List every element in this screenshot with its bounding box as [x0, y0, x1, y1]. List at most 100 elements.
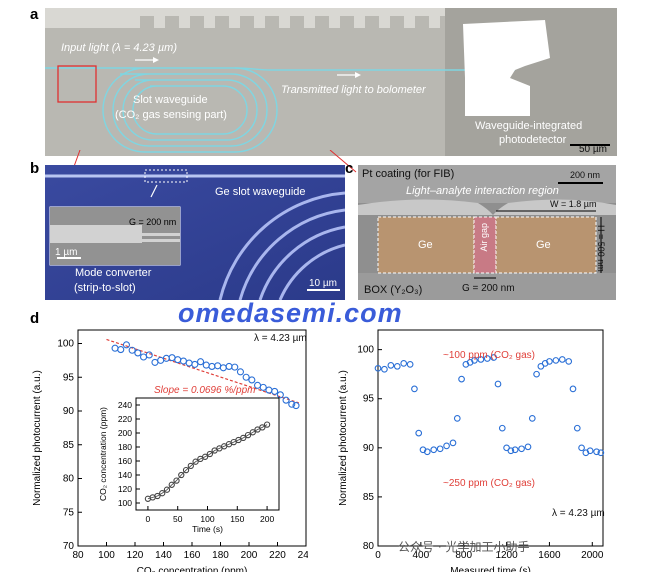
main-left-point — [219, 364, 227, 372]
main-right-point — [533, 370, 540, 378]
main-left-xtick-label: 200 — [241, 550, 258, 561]
inset-ytick-label: 240 — [118, 400, 132, 410]
main-right-point — [406, 361, 414, 368]
inset-xtick-label: 100 — [200, 514, 214, 524]
main-right-point — [374, 364, 382, 372]
main-left-ytick-label: 80 — [63, 474, 75, 485]
main-right-point — [381, 365, 388, 373]
ge-left-label: Ge — [418, 239, 433, 251]
main-left-point — [140, 353, 148, 361]
slope-label: Slope = 0.0696 %/ppm — [154, 385, 256, 396]
main-left-point — [265, 386, 273, 394]
inset-point — [159, 490, 166, 497]
main-right-xtick-label: 1200 — [495, 550, 518, 561]
main-right-xlabel: Measured time (s) — [450, 566, 531, 572]
main-left-ytick-label: 85 — [63, 440, 75, 451]
main-right-point — [494, 380, 502, 388]
main-right-point — [528, 415, 536, 422]
main-left-ytick-label: 100 — [57, 339, 74, 350]
inset-ytick-label: 180 — [118, 442, 132, 452]
main-left-point — [128, 346, 136, 354]
main-right-point — [518, 445, 525, 453]
photodetector-label-1: Waveguide-integrated — [475, 120, 583, 132]
main-left-point — [276, 391, 284, 399]
wechat-caption: 公众号 · 光学加工小助手 — [398, 540, 530, 554]
panel-b-drawing — [45, 165, 345, 300]
main-right-point — [471, 357, 478, 364]
panel-c-micrograph: Pt coating (for FIB) 200 nm Light–analyt… — [358, 165, 616, 300]
inset-point — [249, 429, 256, 436]
main-left-point — [292, 402, 300, 410]
main-left-point — [179, 357, 187, 365]
main-right-xtick-label: 800 — [455, 550, 472, 561]
main-left-ytick-label: 75 — [63, 507, 75, 518]
main-right-ylabel: Normalized photocurrent (a.u.) — [338, 370, 349, 506]
main-left-point — [145, 351, 153, 359]
main-right-point — [593, 448, 600, 456]
main-left-point — [202, 361, 210, 369]
main-left-point — [225, 362, 233, 371]
main-right-point — [483, 355, 491, 362]
inset-point — [178, 471, 185, 479]
main-right-point — [436, 445, 444, 453]
slot-waveguide-sub-label: (CO₂ gas sensing part) — [115, 109, 227, 121]
height-label: H = 500 nm — [596, 225, 606, 272]
main-left-xtick-label: 220 — [269, 550, 286, 561]
main-left-ytick-label: 70 — [63, 541, 75, 552]
inset-point — [168, 481, 175, 488]
main-right-point — [411, 385, 418, 393]
main-left-point — [185, 359, 193, 367]
main-right-point — [565, 358, 573, 365]
panel-b-micrograph: Ge slot waveguide G = 200 nm 1 µm Mode c… — [45, 165, 345, 300]
panel-c-drawing — [358, 165, 616, 300]
inset-xtick-label: 0 — [146, 514, 151, 524]
main-right-point — [511, 446, 519, 454]
main-right-point — [443, 442, 450, 450]
main-right-point — [430, 446, 438, 454]
main-right-point — [498, 424, 506, 432]
main-right-point — [524, 443, 532, 451]
lambda-label-right: λ = 4.23 µm — [552, 508, 605, 519]
main-right-point — [458, 375, 465, 383]
main-left-point — [151, 358, 159, 366]
panel-letter-c: c — [345, 160, 354, 177]
watermark-text: omedasemi.com — [178, 298, 403, 328]
slot-waveguide-label: Slot waveguide — [133, 94, 208, 106]
main-left-point — [191, 360, 199, 368]
inset-point — [240, 434, 247, 442]
main-left-point — [208, 362, 216, 371]
main-right-ytick-label: 85 — [363, 492, 375, 503]
inset-point — [192, 458, 199, 465]
inset-ylabel: CO₂ concentration (ppm) — [98, 407, 108, 501]
main-left-point — [111, 344, 119, 352]
main-left-ytick-label: 90 — [63, 406, 75, 417]
main-right-point — [453, 415, 461, 422]
main-left-point — [214, 362, 222, 370]
main-left-point — [134, 349, 142, 357]
main-right-ytick-label: 80 — [363, 541, 375, 552]
inset-point — [244, 431, 252, 439]
main-right-point — [558, 356, 566, 363]
main-left-point — [157, 356, 165, 364]
main-right-ytick-label: 95 — [363, 394, 375, 405]
main-right-point — [573, 424, 581, 432]
main-left-point — [174, 356, 182, 364]
main-left-fit-line — [106, 338, 300, 404]
pt-coating-label: Pt coating (for FIB) — [362, 168, 455, 180]
main-right-xtick-label: 2000 — [581, 550, 604, 561]
main-left-ylabel: Normalized photocurrent (a.u.) — [32, 370, 43, 506]
inset-point — [173, 477, 180, 484]
ppm250-label: ~250 ppm (CO₂ gas) — [443, 478, 535, 489]
main-left-xtick-label: 160 — [184, 550, 201, 561]
main-left-point — [231, 363, 239, 371]
main-right-point — [546, 358, 553, 365]
width-label: W = 1.8 µm — [550, 199, 597, 209]
interaction-region-label: Light–analyte interaction region — [406, 185, 559, 197]
inset-ytick-label: 100 — [118, 498, 132, 508]
main-right-point — [578, 444, 585, 452]
main-left-point — [242, 373, 250, 381]
panel-a-drawing — [45, 8, 617, 156]
main-right-point — [393, 362, 401, 370]
chart-photocurrent-vs-concentration: 80 100 120 140 160 180 200 220 240 70 75 80 85 90 95 10… — [32, 329, 308, 572]
main-right-point — [449, 439, 457, 447]
